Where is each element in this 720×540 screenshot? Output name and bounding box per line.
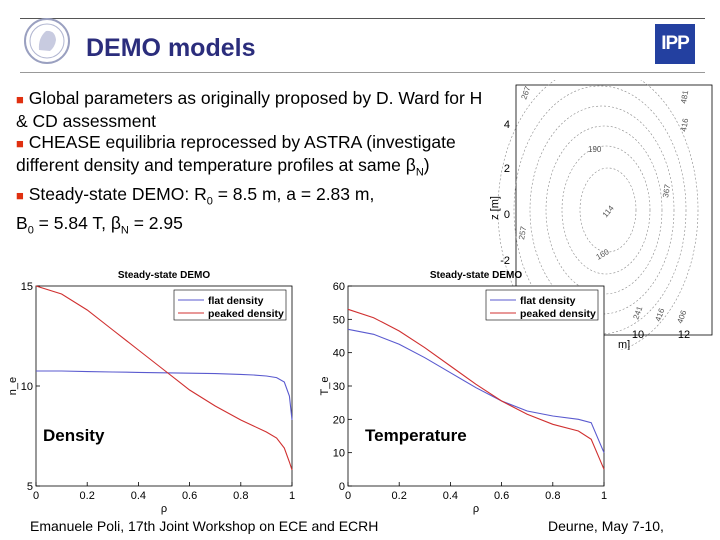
y-tick-label: 30 [333, 381, 345, 393]
x-tick-label: 1 [601, 490, 607, 502]
bullet-item: ■ Global parameters as originally propos… [16, 88, 486, 132]
series-line-peaked-density [347, 308, 605, 470]
contour-y-tick: 0 [504, 209, 510, 221]
bullet-square-icon: ■ [16, 92, 24, 107]
bullet-item: ■ Steady-state DEMO: R0 = 8.5 m, a = 2.8… [16, 184, 486, 242]
footer-date: Deurne, May 7-10, [548, 518, 664, 534]
legend-box [173, 289, 287, 321]
bullet-text: = 8.5 m, a = 2.83 m, [212, 183, 375, 204]
x-tick-label: 0.2 [392, 490, 407, 502]
x-tick-label: 0.4 [443, 490, 458, 502]
contour-x-tick: 10 [632, 329, 644, 341]
chart-title: Steady-state DEMO [118, 270, 210, 281]
chart-title: Steady-state DEMO [430, 270, 522, 281]
bullet-text: CHEASE equilibria reprocessed by ASTRA (… [16, 132, 456, 175]
contour-label: 190 [588, 145, 602, 154]
y-axis-label: n_e [7, 377, 19, 395]
x-tick-label: 0.8 [233, 490, 248, 502]
x-tick-label: 0.4 [131, 490, 146, 502]
y-tick-label: 20 [333, 414, 345, 426]
legend-label: flat density [520, 295, 576, 307]
x-tick-label: 0 [33, 490, 39, 502]
contour-label: 481 [679, 89, 690, 104]
y-tick-label: 40 [333, 348, 345, 360]
bullet-text: ) [423, 154, 430, 175]
bullet-subscript: 0 [27, 224, 34, 236]
footer-author: Emanuele Poli, 17th Joint Workshop on EC… [30, 518, 379, 534]
contour-label: 406 [675, 309, 688, 325]
page-title: DEMO models [86, 34, 256, 62]
y-tick-label: 10 [21, 381, 33, 393]
bullet-list: ■ Global parameters as originally propos… [16, 88, 486, 242]
legend-box [485, 289, 599, 321]
bullet-subscript: N [120, 224, 129, 236]
x-tick-label: 0 [345, 490, 351, 502]
series-line-flat-density [347, 328, 605, 453]
x-axis-label: ρ [473, 503, 479, 515]
contour-label: 416 [679, 117, 690, 132]
contour-x-tick: 12 [678, 329, 690, 341]
series-line-peaked-density [35, 285, 293, 471]
equilibrium-contour-plot: 4 2 0 -2 z [m] 10 12 m] 267 190 114 160 … [489, 80, 713, 350]
contour-label: 416 [653, 307, 666, 323]
contour-x-label: m] [618, 339, 630, 350]
contour-y-tick: 2 [504, 163, 510, 175]
bullet-text: = 5.84 T, β [33, 212, 121, 233]
ipp-logo-text: IPP [661, 33, 690, 54]
x-axis-label: ρ [161, 503, 167, 515]
contour-y-tick: -2 [500, 255, 510, 267]
bullet-text: Steady-state DEMO: R [28, 183, 207, 204]
contour-label: 257 [517, 225, 528, 240]
legend-label: peaked density [520, 308, 596, 320]
bullet-text: Global parameters as originally proposed… [16, 88, 483, 131]
x-tick-label: 0.8 [545, 490, 560, 502]
x-tick-label: 0.2 [80, 490, 95, 502]
contour-label: 267 [519, 85, 532, 101]
bullet-text: = 2.95 [128, 212, 183, 233]
legend-label: flat density [208, 295, 264, 307]
bullet-text: B [16, 212, 28, 233]
y-tick-label: 10 [333, 448, 345, 460]
temperature-label: Temperature [362, 425, 470, 447]
x-tick-label: 0.6 [494, 490, 509, 502]
bullet-square-icon: ■ [16, 136, 24, 151]
contour-label: 367 [661, 183, 672, 198]
ipp-logo [655, 24, 695, 64]
y-tick-label: 5 [27, 481, 33, 493]
x-tick-label: 0.6 [182, 490, 197, 502]
y-tick-label: 50 [333, 314, 345, 326]
density-label: Density [40, 425, 108, 447]
contour-y-tick: 4 [504, 119, 510, 131]
title-underline [20, 72, 705, 73]
bullet-item: ■ CHEASE equilibria reprocessed by ASTRA… [16, 132, 486, 184]
legend-label: peaked density [208, 308, 284, 320]
max-planck-seal-icon [24, 18, 70, 64]
series-line-flat-density [36, 370, 293, 421]
bullet-subscript: 0 [206, 195, 213, 207]
y-tick-label: 60 [333, 281, 345, 293]
y-axis-label: T_e [319, 377, 331, 396]
bullet-subscript: N [415, 166, 424, 178]
y-tick-label: 15 [21, 281, 33, 293]
title-rule [20, 18, 705, 19]
contour-y-label: z [m] [489, 196, 501, 220]
x-tick-label: 1 [289, 490, 295, 502]
bullet-square-icon: ■ [16, 187, 24, 203]
y-tick-label: 0 [339, 481, 345, 493]
contour-label: 241 [631, 305, 644, 321]
